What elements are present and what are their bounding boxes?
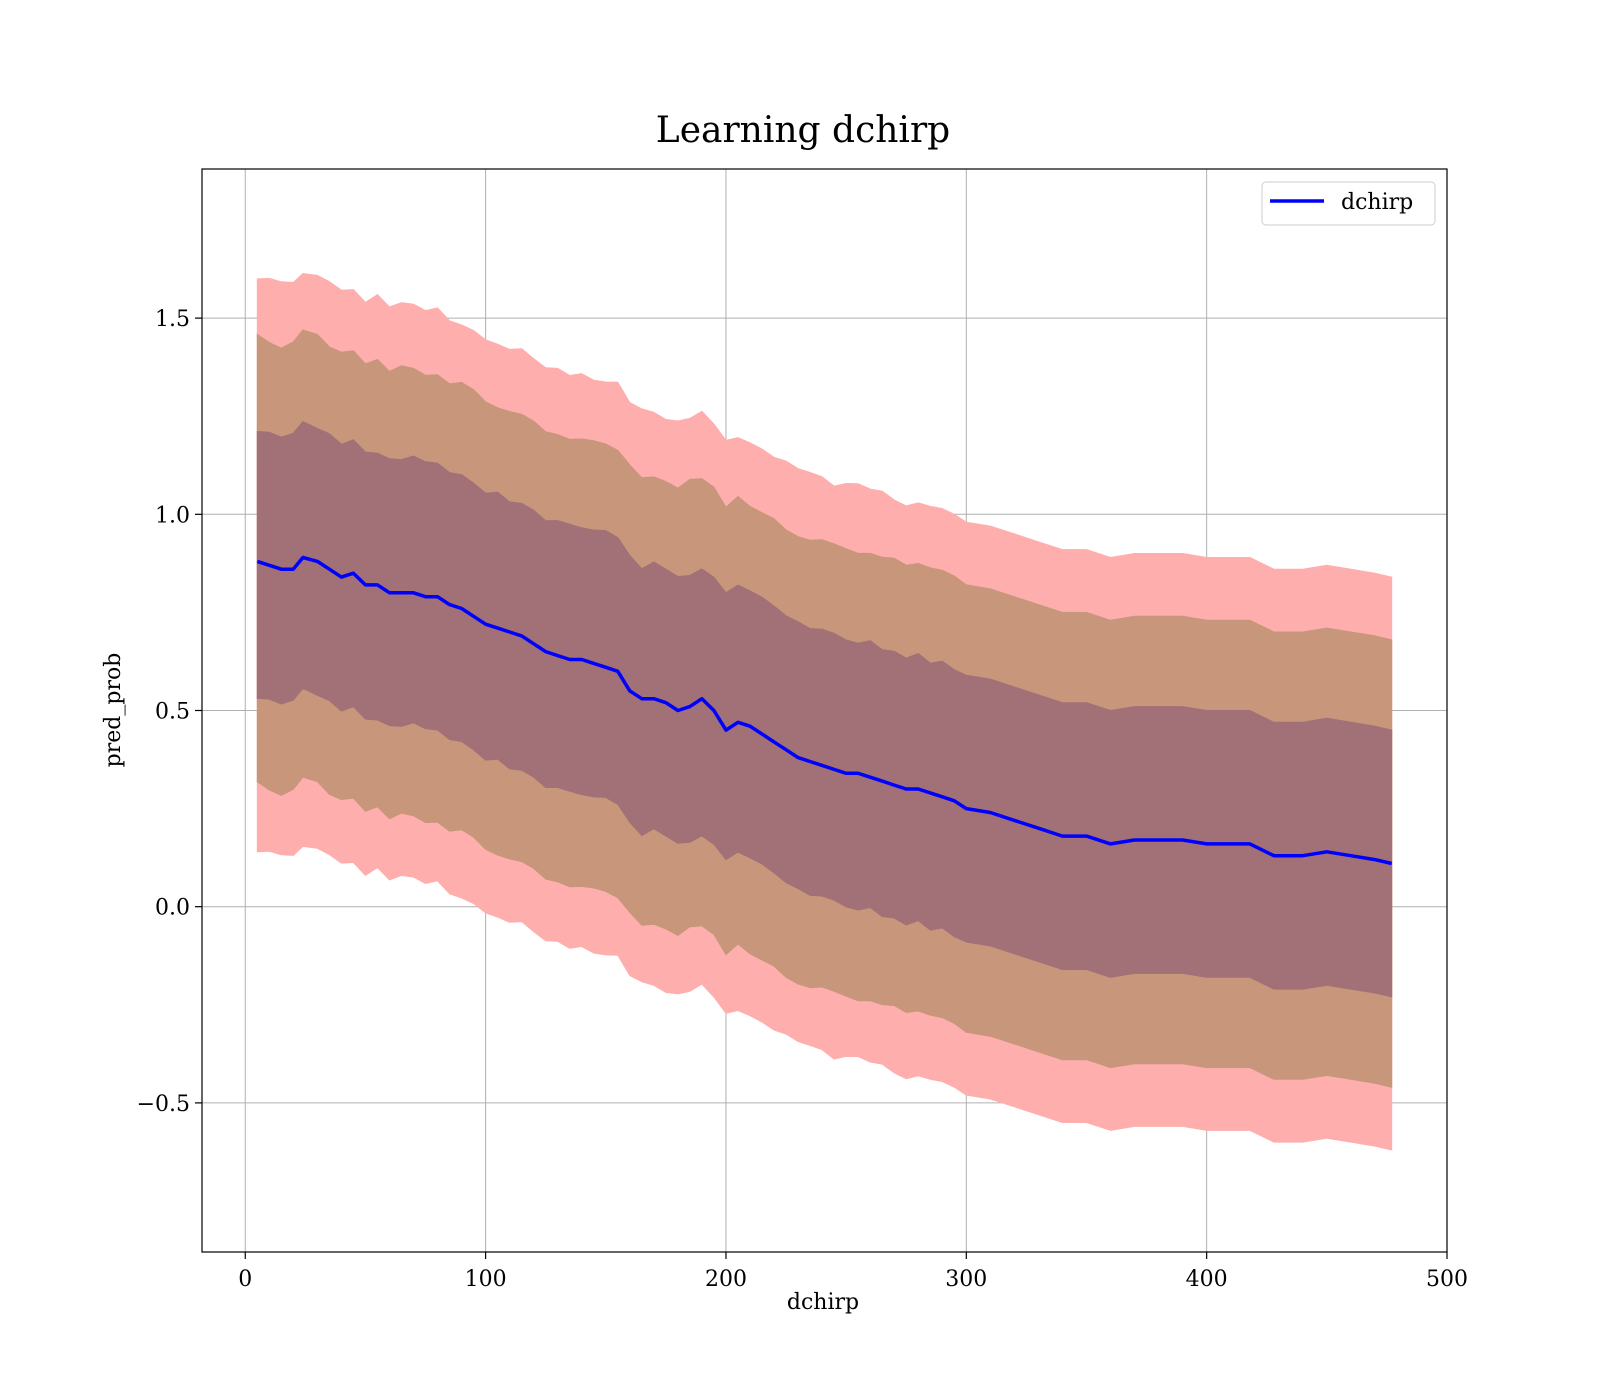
x-tick-label: 200 [705,1267,747,1292]
bands-layer [256,272,1393,1151]
y-axis-label: pred_prob [101,653,126,768]
y-tick-label: 1.0 [155,503,190,528]
y-tick-label: −0.5 [137,1092,190,1117]
x-axis-label: dchirp [787,1290,859,1315]
legend-box [1261,181,1436,226]
band-1sigma [256,420,1393,998]
y-tick-label: 0.0 [155,896,190,921]
series-line-dchirp [256,555,1393,866]
legend-label-dchirp: dchirp [1341,190,1413,215]
line-layer [256,555,1393,866]
x-tick-label: 400 [1186,1267,1228,1292]
x-tick-label: 500 [1426,1267,1468,1292]
x-tick-label: 100 [465,1267,507,1292]
x-tick-label: 0 [238,1267,252,1292]
x-ticks: 0 100 200 300 400 500 [238,1252,1468,1292]
x-tick-label: 300 [945,1267,987,1292]
y-tick-label: 1.5 [155,307,190,332]
y-tick-label: 0.5 [155,700,190,725]
y-ticks: −0.5 0.0 0.5 1.0 1.5 [137,307,202,1117]
legend: dchirp [1261,181,1436,226]
chart-title: Learning dchirp [656,110,950,151]
